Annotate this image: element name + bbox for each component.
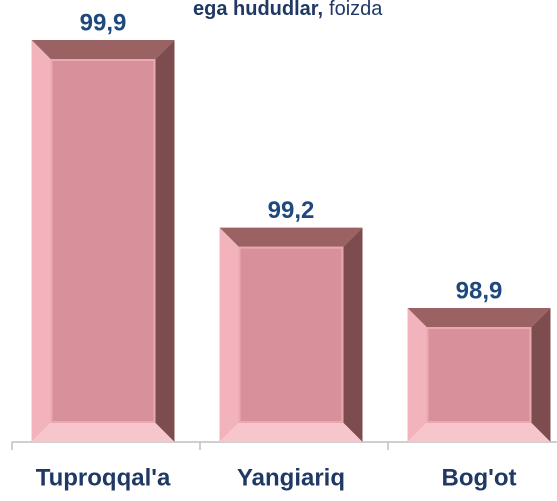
bar (50, 59, 156, 423)
data-label: 98,9 (456, 277, 503, 304)
x-tick-label: Bog'ot (441, 464, 516, 491)
chart-title: ega hududlar, foizda (193, 0, 383, 20)
bar-bevel-left (31, 40, 52, 442)
data-label: 99,9 (80, 9, 127, 36)
bar-bevel-bottom (219, 422, 363, 442)
bar (426, 327, 532, 423)
bar-bevel-top (31, 40, 175, 60)
x-tick-label: Tuproqqal'a (36, 464, 171, 491)
title-normal: foizda (329, 0, 383, 20)
bar-bevel-left (407, 308, 428, 442)
x-tick-label: Yangiariq (237, 464, 345, 491)
bar-bevel-bottom (31, 422, 175, 442)
bar-bevel-right (530, 308, 551, 442)
bar (238, 246, 344, 423)
bar-bevel-bottom (407, 422, 551, 442)
title-bold: ega hududlar, (193, 0, 323, 20)
bar-bevel-top (219, 227, 363, 248)
bar-bevel-right (154, 40, 175, 442)
bar-bevel-top (407, 308, 551, 328)
bar-bevel-left (219, 227, 240, 442)
data-label: 99,2 (268, 197, 315, 224)
bar-bevel-right (342, 227, 363, 442)
